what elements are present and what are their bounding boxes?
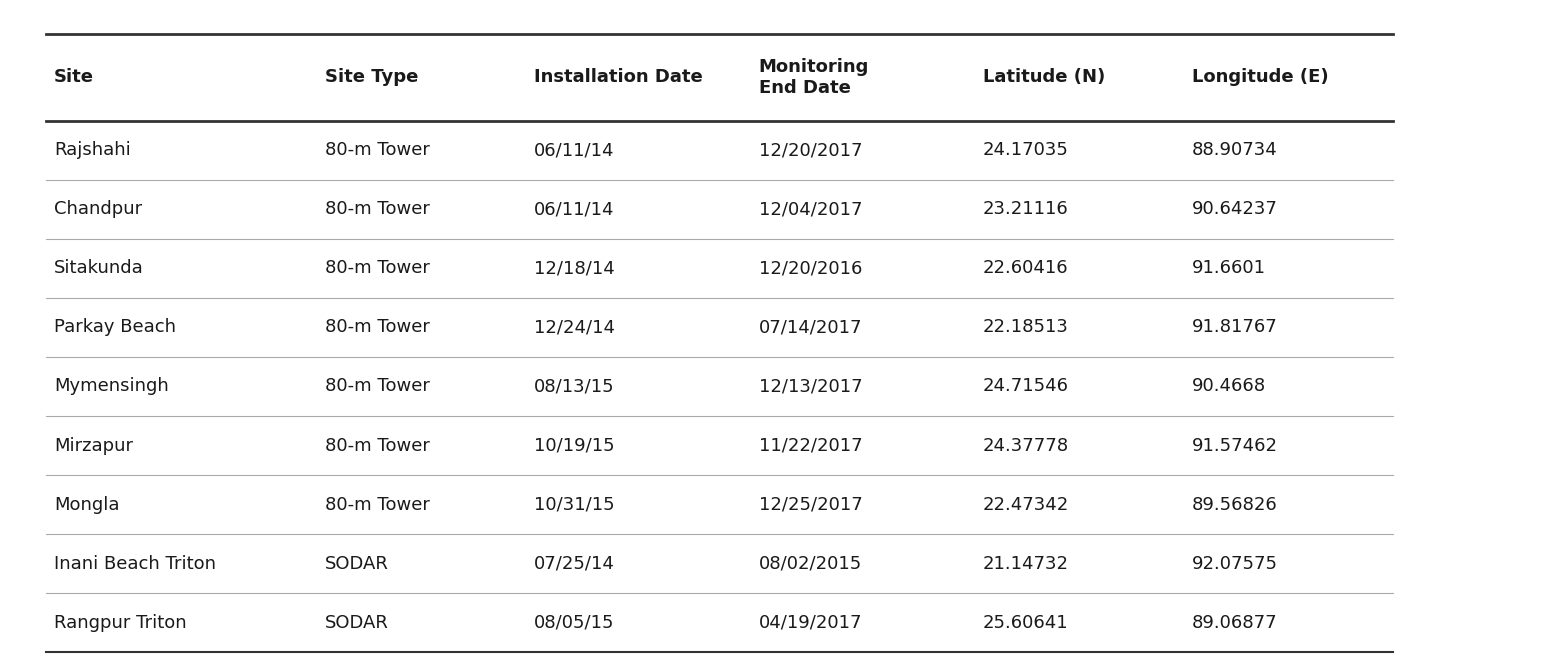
Text: 24.37778: 24.37778 <box>983 437 1070 454</box>
Text: Mongla: Mongla <box>54 496 119 513</box>
Text: 80-m Tower: 80-m Tower <box>325 142 430 159</box>
Text: 80-m Tower: 80-m Tower <box>325 437 430 454</box>
Text: Site: Site <box>54 68 94 86</box>
Text: SODAR: SODAR <box>325 614 389 631</box>
Text: 22.18513: 22.18513 <box>983 319 1068 336</box>
Text: 24.71546: 24.71546 <box>983 378 1070 395</box>
Text: 90.64237: 90.64237 <box>1192 201 1277 218</box>
Text: 08/13/15: 08/13/15 <box>534 378 615 395</box>
Text: 88.90734: 88.90734 <box>1192 142 1277 159</box>
Text: 21.14732: 21.14732 <box>983 555 1070 572</box>
Text: Latitude (N): Latitude (N) <box>983 68 1105 86</box>
Text: 10/19/15: 10/19/15 <box>534 437 615 454</box>
Text: 89.56826: 89.56826 <box>1192 496 1277 513</box>
Text: Chandpur: Chandpur <box>54 201 142 218</box>
Text: Monitoring
End Date: Monitoring End Date <box>759 58 868 97</box>
Text: 89.06877: 89.06877 <box>1192 614 1277 631</box>
Text: 12/04/2017: 12/04/2017 <box>759 201 862 218</box>
Text: 12/24/14: 12/24/14 <box>534 319 615 336</box>
Text: 08/02/2015: 08/02/2015 <box>759 555 862 572</box>
Text: Rangpur Triton: Rangpur Triton <box>54 614 187 631</box>
Text: Parkay Beach: Parkay Beach <box>54 319 176 336</box>
Text: Inani Beach Triton: Inani Beach Triton <box>54 555 217 572</box>
Text: 80-m Tower: 80-m Tower <box>325 260 430 277</box>
Text: Installation Date: Installation Date <box>534 68 703 86</box>
Text: Sitakunda: Sitakunda <box>54 260 144 277</box>
Text: 23.21116: 23.21116 <box>983 201 1068 218</box>
Text: 12/13/2017: 12/13/2017 <box>759 378 862 395</box>
Text: 22.47342: 22.47342 <box>983 496 1070 513</box>
Text: Longitude (E): Longitude (E) <box>1192 68 1328 86</box>
Text: 90.4668: 90.4668 <box>1192 378 1266 395</box>
Text: 91.57462: 91.57462 <box>1192 437 1279 454</box>
Text: 92.07575: 92.07575 <box>1192 555 1279 572</box>
Text: 11/22/2017: 11/22/2017 <box>759 437 862 454</box>
Text: Rajshahi: Rajshahi <box>54 142 132 159</box>
Text: Mymensingh: Mymensingh <box>54 378 169 395</box>
Text: 07/14/2017: 07/14/2017 <box>759 319 862 336</box>
Text: 04/19/2017: 04/19/2017 <box>759 614 862 631</box>
Text: 07/25/14: 07/25/14 <box>534 555 615 572</box>
Text: SODAR: SODAR <box>325 555 389 572</box>
Text: 22.60416: 22.60416 <box>983 260 1068 277</box>
Text: 25.60641: 25.60641 <box>983 614 1068 631</box>
Text: 08/05/15: 08/05/15 <box>534 614 615 631</box>
Text: 10/31/15: 10/31/15 <box>534 496 615 513</box>
Text: 06/11/14: 06/11/14 <box>534 201 615 218</box>
Text: 91.6601: 91.6601 <box>1192 260 1266 277</box>
Text: 80-m Tower: 80-m Tower <box>325 378 430 395</box>
Text: 12/20/2017: 12/20/2017 <box>759 142 862 159</box>
Text: 91.81767: 91.81767 <box>1192 319 1277 336</box>
Text: 12/18/14: 12/18/14 <box>534 260 615 277</box>
Text: 06/11/14: 06/11/14 <box>534 142 615 159</box>
Text: 80-m Tower: 80-m Tower <box>325 496 430 513</box>
Text: 12/25/2017: 12/25/2017 <box>759 496 862 513</box>
Text: 12/20/2016: 12/20/2016 <box>759 260 862 277</box>
Text: 80-m Tower: 80-m Tower <box>325 201 430 218</box>
Text: Mirzapur: Mirzapur <box>54 437 133 454</box>
Text: 80-m Tower: 80-m Tower <box>325 319 430 336</box>
Text: 24.17035: 24.17035 <box>983 142 1068 159</box>
Text: Site Type: Site Type <box>325 68 418 86</box>
